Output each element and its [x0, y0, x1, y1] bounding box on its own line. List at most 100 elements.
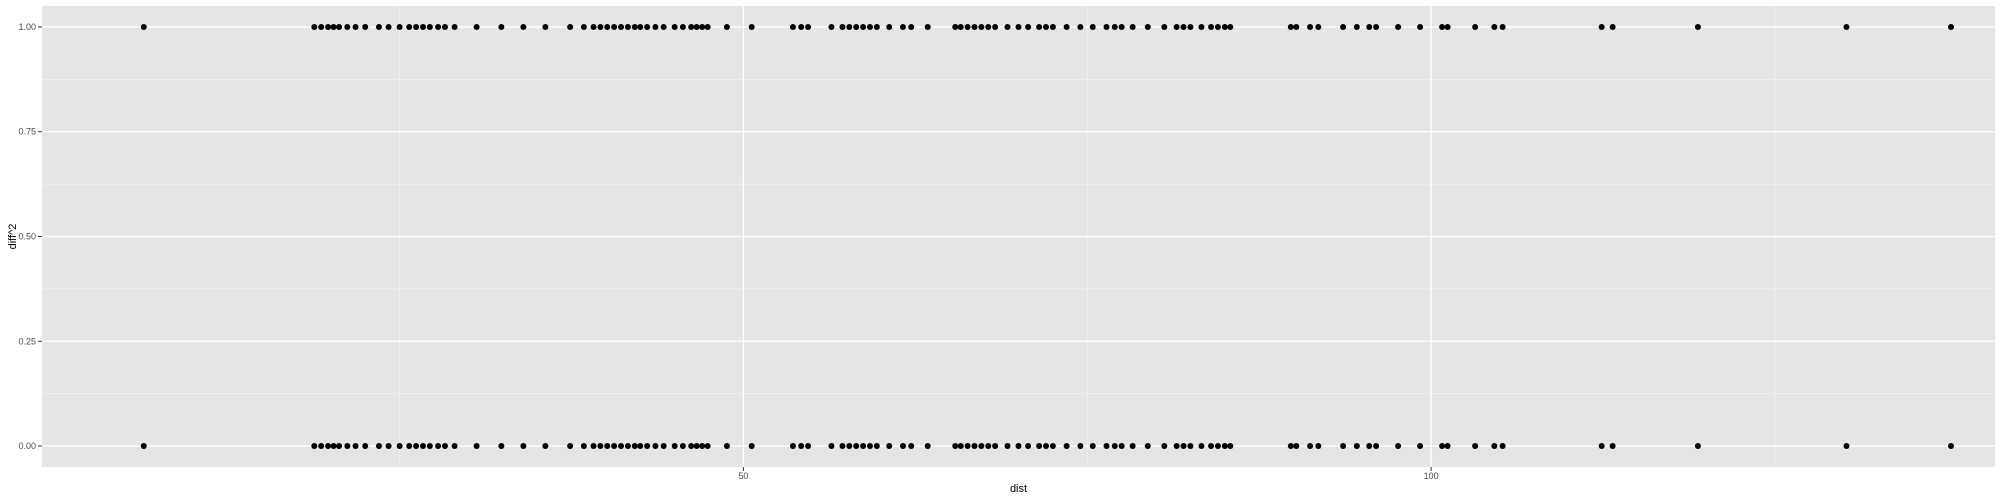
data-point — [451, 443, 458, 450]
data-point — [1947, 443, 1954, 450]
data-point — [1694, 443, 1701, 450]
data-point — [899, 23, 906, 30]
data-point — [688, 443, 695, 450]
data-point — [723, 443, 730, 450]
data-point — [964, 443, 971, 450]
x-tick-label: 100 — [1424, 471, 1439, 481]
data-point — [413, 23, 420, 30]
data-point — [1144, 443, 1151, 450]
data-point — [1063, 23, 1070, 30]
data-point — [396, 443, 403, 450]
data-point — [325, 443, 332, 450]
data-point — [590, 23, 597, 30]
data-point — [426, 443, 433, 450]
data-point — [860, 23, 867, 30]
data-point — [1395, 443, 1402, 450]
x-tick-label: 50 — [738, 471, 748, 481]
data-point — [1353, 443, 1360, 450]
data-point — [419, 23, 426, 30]
data-point — [580, 23, 587, 30]
data-point — [992, 23, 999, 30]
data-point — [704, 23, 711, 30]
data-point — [1049, 443, 1056, 450]
data-point — [611, 443, 618, 450]
data-point — [375, 443, 382, 450]
data-point — [748, 443, 755, 450]
data-point — [498, 23, 505, 30]
data-point — [1444, 23, 1451, 30]
data-point — [1373, 23, 1380, 30]
data-point — [908, 23, 915, 30]
data-point — [520, 23, 527, 30]
data-point — [1118, 443, 1125, 450]
data-point — [839, 23, 846, 30]
data-point — [679, 443, 686, 450]
y-tick-label: 1.00 — [18, 22, 36, 32]
data-point — [908, 443, 915, 450]
data-point — [426, 23, 433, 30]
data-point — [971, 23, 978, 30]
data-point — [789, 443, 796, 450]
y-axis-title: diff^2 — [7, 224, 19, 250]
data-point — [590, 443, 597, 450]
data-point — [699, 23, 706, 30]
data-point — [1843, 23, 1850, 30]
data-point — [1221, 23, 1228, 30]
data-point — [542, 443, 549, 450]
data-point — [567, 23, 574, 30]
data-point — [789, 23, 796, 30]
data-point — [679, 23, 686, 30]
data-point — [1144, 23, 1151, 30]
data-point — [1227, 443, 1234, 450]
data-point — [1180, 23, 1187, 30]
data-point — [375, 23, 382, 30]
data-point — [451, 23, 458, 30]
data-point — [1173, 443, 1180, 450]
data-point — [140, 443, 147, 450]
data-point — [1036, 23, 1043, 30]
data-point — [473, 443, 480, 450]
data-point — [1025, 443, 1032, 450]
data-point — [1499, 443, 1506, 450]
data-point — [1187, 443, 1194, 450]
data-point — [597, 443, 604, 450]
data-point — [1208, 23, 1215, 30]
data-point — [1417, 23, 1424, 30]
data-point — [853, 443, 860, 450]
data-point — [798, 23, 805, 30]
data-point — [846, 23, 853, 30]
axis-tick-labels: 50 100 0.00 0.25 0.50 0.75 1.00 — [18, 22, 1438, 481]
data-point — [978, 443, 985, 450]
data-point — [798, 443, 805, 450]
data-point — [336, 443, 343, 450]
data-point — [330, 443, 337, 450]
data-point — [805, 443, 812, 450]
data-point — [1015, 23, 1022, 30]
data-point — [396, 23, 403, 30]
data-point — [860, 443, 867, 450]
data-point — [660, 23, 667, 30]
data-point — [1598, 443, 1605, 450]
data-point — [1180, 443, 1187, 450]
data-point — [618, 23, 625, 30]
data-point — [311, 443, 318, 450]
data-point — [1043, 443, 1050, 450]
data-point — [1198, 23, 1205, 30]
data-point — [1063, 443, 1070, 450]
data-point — [952, 23, 959, 30]
data-point — [688, 23, 695, 30]
data-point — [1287, 23, 1294, 30]
data-point — [1004, 443, 1011, 450]
data-point — [853, 23, 860, 30]
data-point — [1307, 443, 1314, 450]
data-point — [992, 443, 999, 450]
data-point — [336, 23, 343, 30]
data-point — [1198, 443, 1205, 450]
data-point — [435, 443, 442, 450]
y-tick-label: 0.75 — [18, 127, 36, 137]
data-point — [637, 23, 644, 30]
data-points — [140, 23, 1954, 450]
data-point — [520, 443, 527, 450]
data-point — [828, 23, 835, 30]
data-point — [385, 443, 392, 450]
